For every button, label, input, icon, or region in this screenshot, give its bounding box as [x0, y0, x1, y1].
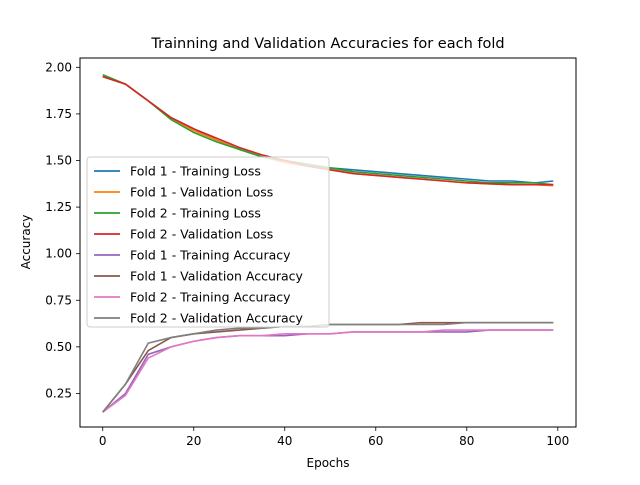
legend-box — [86, 156, 330, 328]
y-tick-label: 0.25 — [45, 386, 72, 400]
series-line-8 — [102, 321, 554, 413]
plot-frame — [79, 57, 577, 428]
y-tick-label: 0.50 — [45, 340, 72, 354]
legend-label: Fold 2 - Validation Accuracy — [130, 311, 304, 326]
series-line-7 — [102, 329, 554, 413]
legend-label: Fold 1 - Training Loss — [130, 164, 261, 179]
legend-label: Fold 1 - Validation Accuracy — [130, 269, 304, 284]
x-tick-label: 40 — [277, 434, 292, 448]
chart-title: Trainning and Validation Accuracies for … — [150, 36, 504, 52]
y-tick-label: 2.00 — [45, 60, 72, 74]
y-tick-label: 1.25 — [45, 200, 72, 214]
x-tick-label: 0 — [99, 434, 107, 448]
y-tick-label: 0.75 — [45, 293, 72, 307]
legend-label: Fold 2 - Validation Loss — [130, 227, 273, 242]
x-tick-label: 60 — [368, 434, 383, 448]
legend-label: Fold 1 - Validation Loss — [130, 185, 273, 200]
series-line-3 — [102, 74, 554, 186]
x-tick-label: 80 — [459, 434, 474, 448]
y-tick-label: 1.50 — [45, 154, 72, 168]
y-axis-title: Accuracy — [19, 215, 33, 270]
x-tick-label: 20 — [186, 434, 201, 448]
legend: Fold 1 - Training Loss Fold 1 - Validatio… — [86, 156, 330, 328]
y-tick-label: 1.00 — [45, 247, 72, 261]
series-line-4 — [102, 75, 554, 186]
x-axis: 0 20 40 60 80 100 — [99, 427, 569, 448]
y-axis: 0.25 0.50 0.75 1.00 1.25 1.50 1.75 2.00 — [45, 60, 80, 400]
y-tick-label: 1.75 — [45, 107, 72, 121]
x-axis-title: Epochs — [307, 456, 350, 470]
legend-label: Fold 1 - Training Accuracy — [130, 248, 291, 263]
legend-label: Fold 2 - Training Accuracy — [130, 290, 291, 305]
x-tick-label: 100 — [546, 434, 569, 448]
legend-label: Fold 2 - Training Loss — [130, 206, 261, 221]
plot-area — [102, 74, 554, 413]
